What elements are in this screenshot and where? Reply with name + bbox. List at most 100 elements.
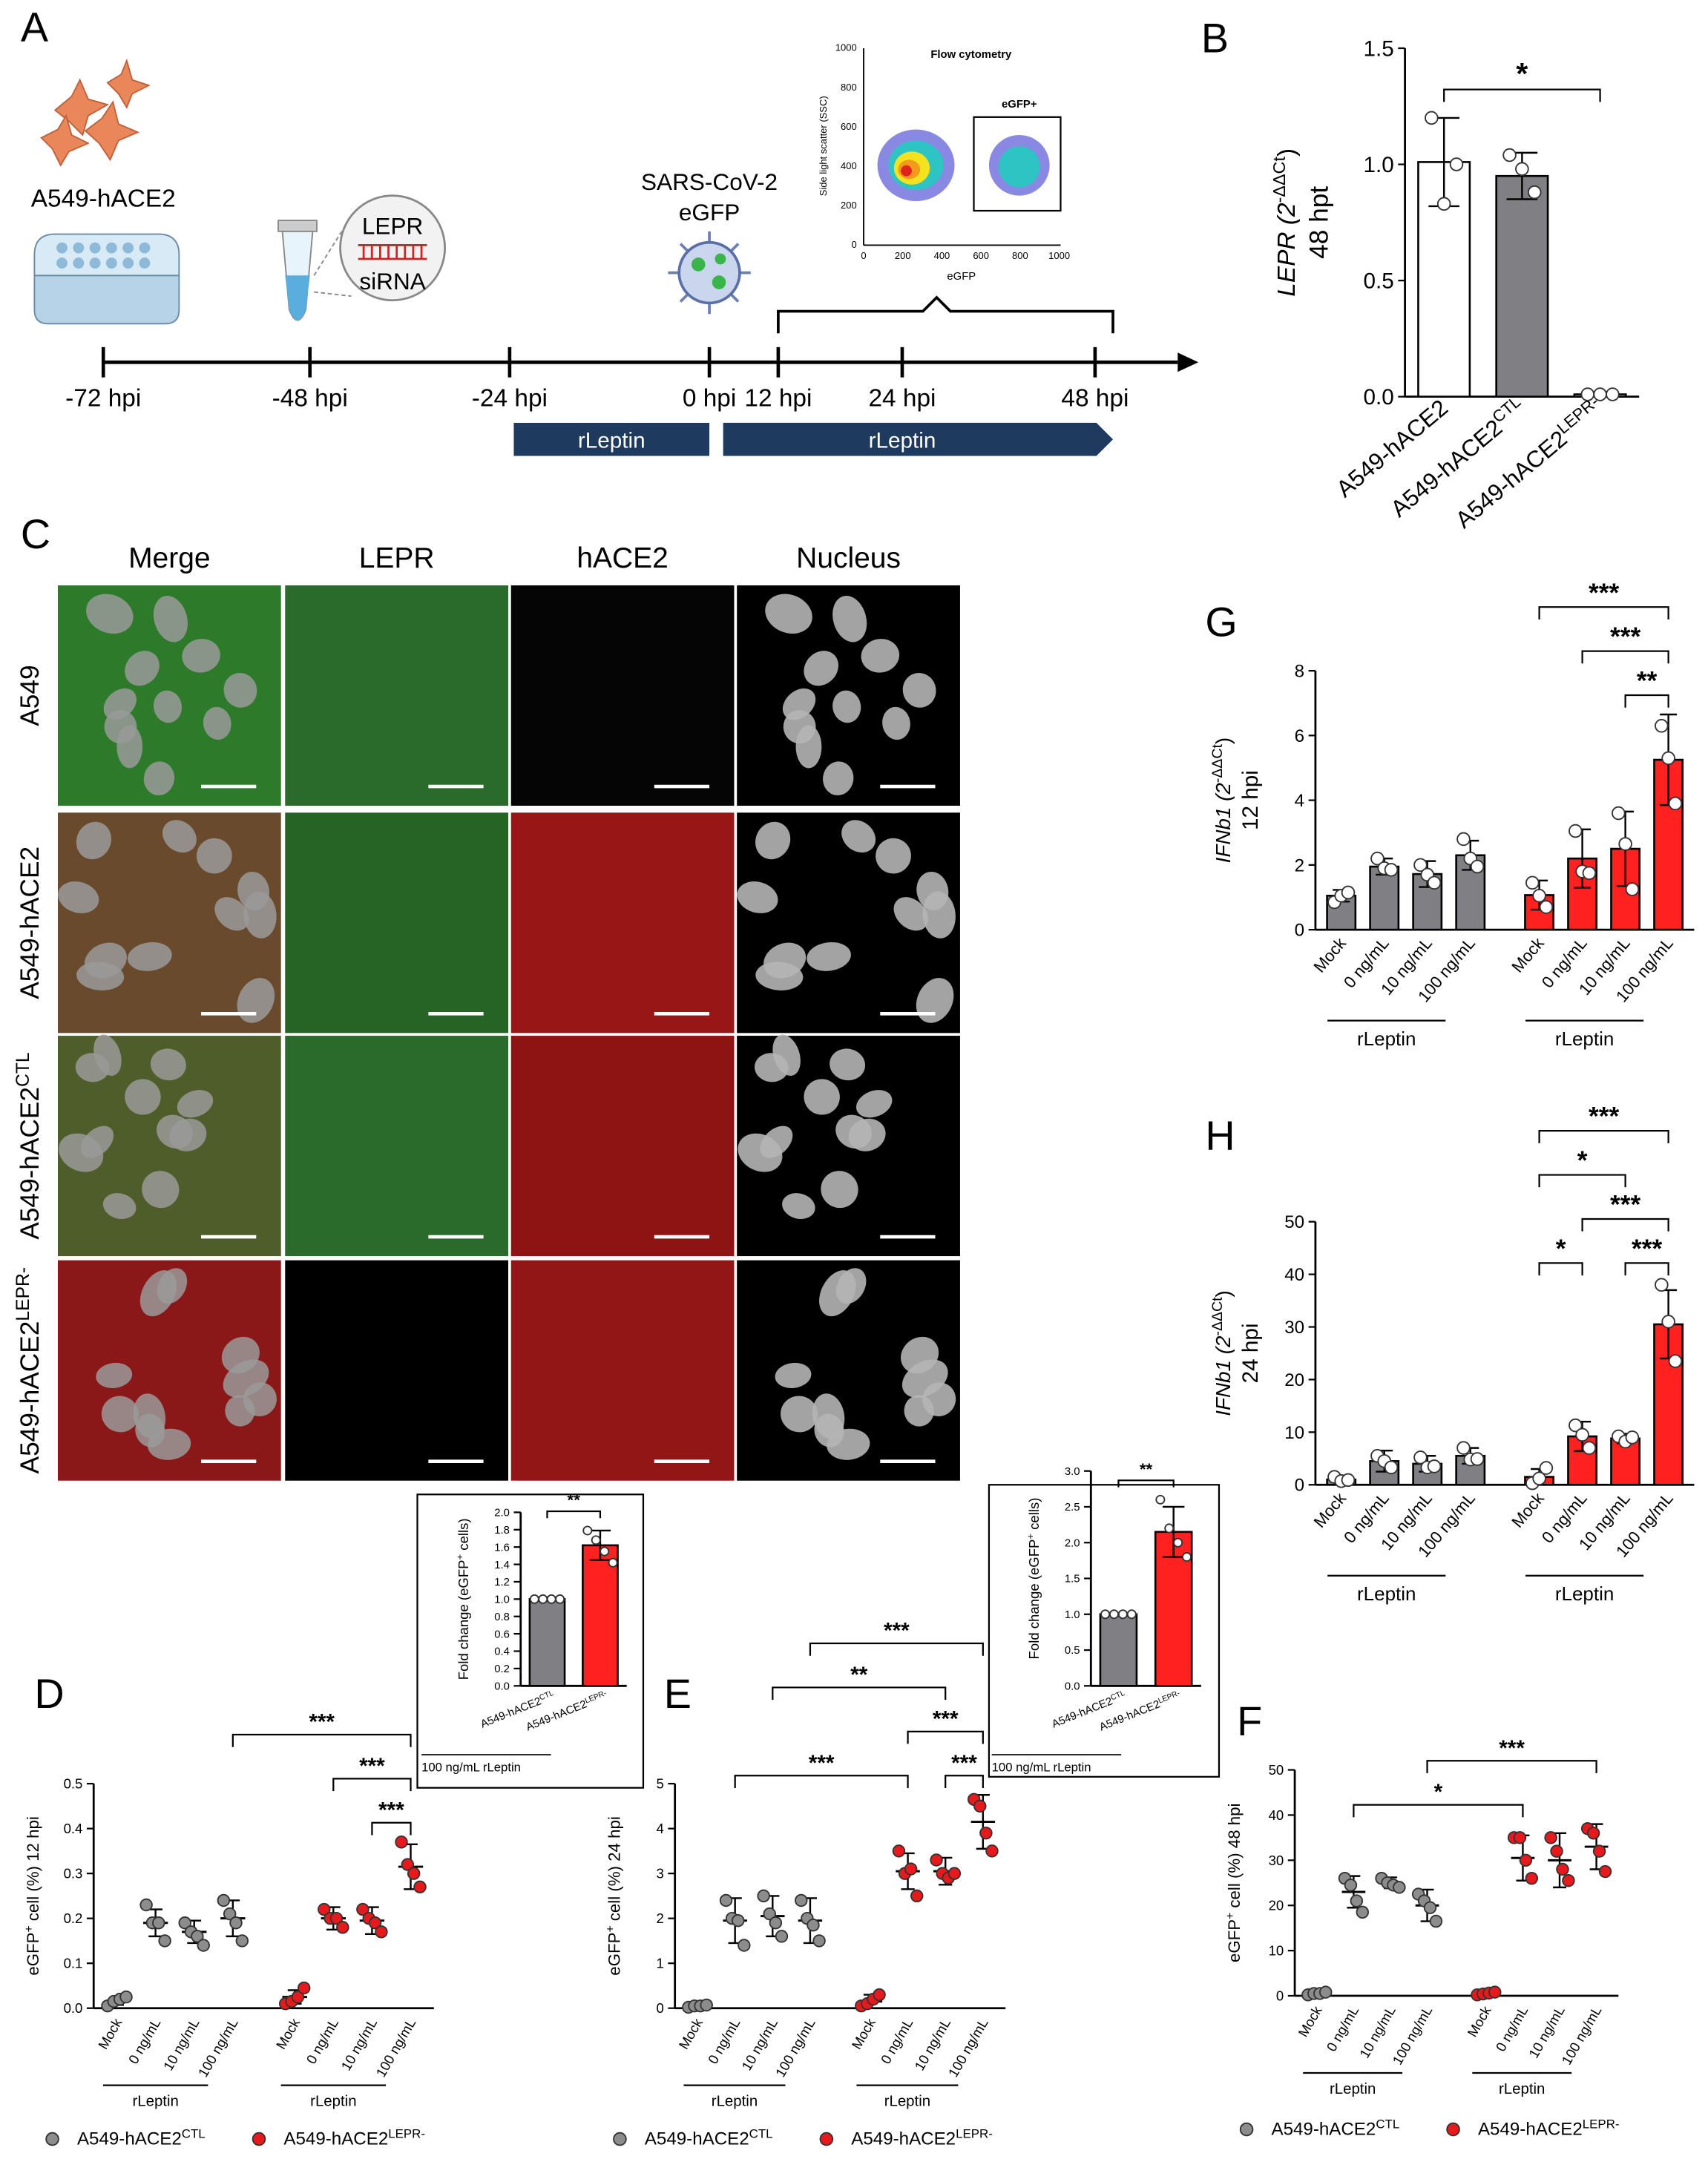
significance-bracket xyxy=(945,1775,984,1788)
y-tick-label: 1.5 xyxy=(1065,1574,1080,1585)
nucleus xyxy=(861,639,900,673)
data-point xyxy=(1413,1450,1428,1465)
data-point xyxy=(763,1907,776,1921)
flow-x-label: eGFP xyxy=(947,271,976,283)
y-tick-label: 10 xyxy=(1269,1943,1284,1959)
text-part: LEPR xyxy=(359,542,435,574)
legend-label: A549-hACE2CTL xyxy=(77,2126,206,2149)
data-point xyxy=(1592,1844,1606,1858)
text-part: rLeptin xyxy=(1499,2081,1545,2097)
sirna-label: siRNA xyxy=(359,268,425,295)
data-point xyxy=(1575,1427,1589,1442)
text-part: cell (%) 24 hpi xyxy=(605,1816,623,1925)
significance-bracket xyxy=(1117,1479,1175,1488)
y-tick-label: 20 xyxy=(1269,1898,1284,1913)
data-point xyxy=(1544,1831,1557,1844)
nucleus xyxy=(86,594,134,634)
text-part: rLeptin xyxy=(1555,1028,1614,1050)
data-point xyxy=(1456,832,1471,847)
text-part: rLeptin xyxy=(310,2094,356,2110)
time-label: -48 hpi xyxy=(272,385,348,413)
y-axis-label: 12 hpi xyxy=(1238,770,1263,830)
data-point xyxy=(1456,1441,1471,1455)
text-part: 1.2 xyxy=(494,1577,510,1588)
nucleus xyxy=(830,1048,866,1081)
nucleus xyxy=(125,651,160,686)
sup: CTL xyxy=(749,2126,773,2140)
data-point xyxy=(1427,875,1442,890)
data-point xyxy=(538,1594,548,1604)
sup: LEPR- xyxy=(13,1267,33,1321)
nucleus xyxy=(125,1079,161,1115)
text-part: 0 xyxy=(1295,921,1304,941)
y-tick-label: 0 xyxy=(656,2000,663,2016)
text-part: 1.5 xyxy=(1065,1574,1080,1585)
legend-marker xyxy=(613,2132,627,2146)
text-part: * xyxy=(1556,1235,1566,1263)
micrograph xyxy=(510,585,735,806)
text-part: LEPR xyxy=(362,213,423,240)
significance-bracket xyxy=(371,1821,412,1836)
data-point xyxy=(1341,885,1356,900)
text-part: ) xyxy=(1273,148,1301,157)
text-part: 3 xyxy=(656,1866,663,1882)
plate-icon xyxy=(33,233,180,325)
sup: + xyxy=(1024,1534,1035,1539)
sup: + xyxy=(22,1925,35,1932)
text-part: A549-hACE2 xyxy=(77,2129,182,2149)
data-point xyxy=(1556,1862,1569,1876)
time-label: 0 hpi xyxy=(683,385,736,413)
significance-bracket xyxy=(1538,1174,1626,1188)
y-tick-label: 3.0 xyxy=(1065,1466,1080,1478)
y-tick-label: 3 xyxy=(656,1866,663,1882)
nucleus xyxy=(835,1114,872,1149)
significance-label: *** xyxy=(359,1754,385,1778)
legend-marker xyxy=(45,2132,59,2146)
y-tick-label: 0.1 xyxy=(64,1956,83,1971)
group-label: rLeptin xyxy=(132,2094,178,2110)
significance-label: ** xyxy=(850,1663,868,1687)
text-part: Merge xyxy=(128,542,210,574)
y-tick-label: 4 xyxy=(656,1821,663,1836)
inset-frame xyxy=(416,1493,645,1789)
text-part: rLeptin xyxy=(578,428,646,453)
data-point xyxy=(1668,1354,1683,1368)
data-point xyxy=(1655,1278,1669,1292)
y-axis-label: IFNb1 (2-ΔΔCt) xyxy=(1209,1290,1235,1416)
nucleus xyxy=(782,1193,815,1220)
virus-icon xyxy=(668,231,751,315)
sup: -ΔΔCt xyxy=(1269,157,1289,203)
data-point xyxy=(1427,1459,1442,1473)
text-part: 400 xyxy=(934,250,950,261)
nucleus xyxy=(754,1053,789,1082)
data-point xyxy=(555,1594,565,1604)
significance-label: * xyxy=(1516,56,1528,91)
text-part: ) xyxy=(1212,737,1235,744)
y-tick-label: 0.0 xyxy=(1363,385,1393,410)
significance-label: *** xyxy=(378,1798,404,1822)
data-point xyxy=(1488,1985,1502,1999)
data-point xyxy=(1582,1441,1597,1455)
nucleus xyxy=(916,978,954,1023)
text-part: 0.0 xyxy=(1065,1681,1080,1693)
row-label: A549 xyxy=(16,665,45,726)
text-part: *** xyxy=(359,1754,385,1778)
text-part: rLeptin xyxy=(1330,2081,1376,2097)
text-part: ) xyxy=(1212,1290,1235,1297)
data-point xyxy=(1318,1985,1333,1999)
row-label: A549-hACE2CTL xyxy=(13,1052,44,1239)
y-tick-label: 1.0 xyxy=(1363,153,1393,177)
nucleus xyxy=(75,1053,110,1082)
significance-label: * xyxy=(1577,1146,1588,1175)
nucleus xyxy=(804,651,839,686)
data-point xyxy=(152,1916,165,1930)
legend-label: A549-hACE2LEPR- xyxy=(851,2126,993,2149)
data-point xyxy=(413,1880,427,1894)
nucleus xyxy=(755,821,791,860)
row-label: A549-hACE2 xyxy=(16,847,45,999)
y-tick-label: 1.0 xyxy=(1065,1609,1080,1621)
significance-label: * xyxy=(1434,1780,1443,1804)
text-part: 1.0 xyxy=(1363,153,1393,177)
treatment-label: rLeptin xyxy=(869,428,936,453)
text-part: *** xyxy=(884,1619,910,1643)
